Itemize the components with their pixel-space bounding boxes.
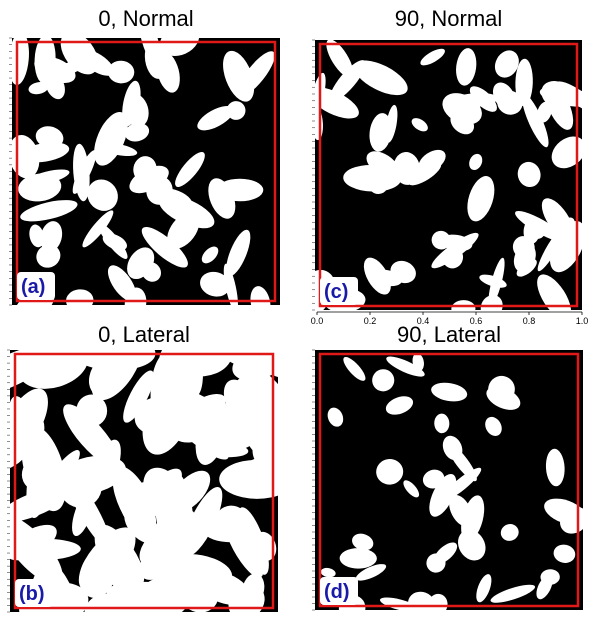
- axis-tick-label: 0.8: [523, 316, 536, 326]
- axis-tick-label: 0.0: [311, 316, 324, 326]
- panel-label: (d): [324, 581, 350, 603]
- panel-label: (c): [324, 281, 348, 303]
- axis-tick-label: 0.6: [470, 316, 483, 326]
- panel-title: 0, Normal: [98, 6, 193, 31]
- afm-image: [0, 314, 308, 617]
- panel-label: (a): [21, 276, 45, 298]
- panel-title: 90, Normal: [395, 6, 503, 31]
- panel-title: 90, Lateral: [397, 322, 501, 347]
- page: 0, Normal (a) 90, Normal (c) 0, Lateral (b) 90…: [0, 0, 593, 617]
- figure: 0, Normal (a) 90, Normal (c) 0, Lateral (b) 90…: [0, 0, 593, 617]
- white-domain: [219, 460, 295, 499]
- axis-tick-label: 0.4: [417, 316, 430, 326]
- axis-tick-label: 1.0: [576, 316, 589, 326]
- panel-title: 0, Lateral: [98, 322, 190, 347]
- axis-tick-label: 0.2: [364, 316, 377, 326]
- panel-label: (b): [19, 583, 45, 605]
- afm-image: [315, 350, 593, 617]
